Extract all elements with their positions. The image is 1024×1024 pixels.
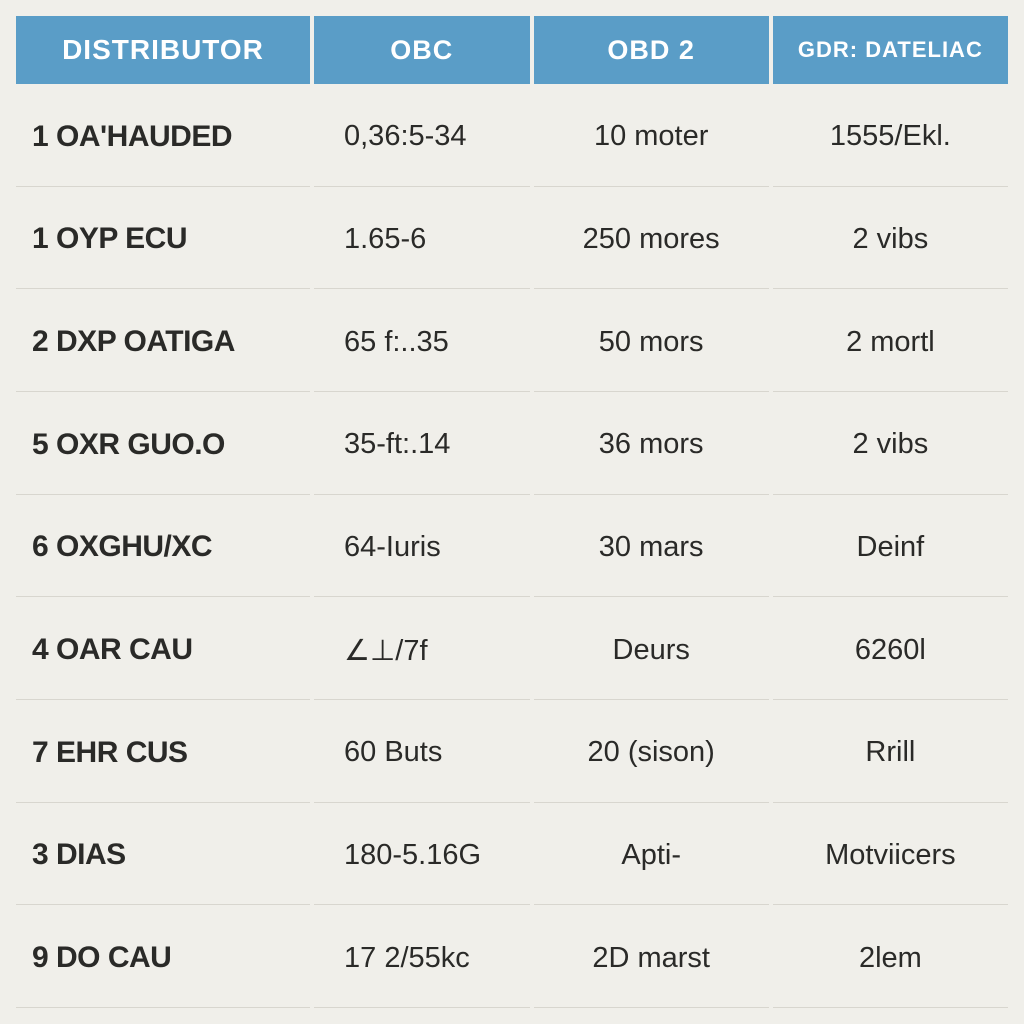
cell-obd2: Deurs [534, 601, 769, 700]
cell-distributor: 1 OA'HAUDED [16, 88, 310, 187]
cell-obd2: 20 (sison) [534, 704, 769, 803]
cell-distributor: 4 OAR CAU [16, 601, 310, 700]
table-row: 1 OYP ECU 1.65-6 250 mores 2 vibs [16, 191, 1008, 290]
table-row: 3 DIAS 180-5.16G Apti- Motviicers [16, 807, 1008, 906]
cell-obc: 180-5.16G [314, 807, 530, 906]
header-gdr: GDR: DATELIAC [773, 16, 1008, 84]
table-row: 1 OA'HAUDED 0,36:5-34 10 moter 1555/Ekl. [16, 88, 1008, 187]
cell-gdr: 2lem [773, 909, 1008, 1008]
cell-obd2: 10 moter [534, 88, 769, 187]
table-row: 9 DO CAU 17 2/55kc 2D marst 2lem [16, 909, 1008, 1008]
cell-gdr: 2 vibs [773, 191, 1008, 290]
cell-obc: 17 2/55kc [314, 909, 530, 1008]
cell-gdr: Motviicers [773, 807, 1008, 906]
cell-gdr: 1555/Ekl. [773, 88, 1008, 187]
cell-obd2: 30 mars [534, 499, 769, 598]
cell-gdr: 2 mortl [773, 293, 1008, 392]
cell-gdr: 6260l [773, 601, 1008, 700]
header-distributor: DISTRIBUTOR [16, 16, 310, 84]
cell-obc: 64-Iuris [314, 499, 530, 598]
cell-gdr: Rrill [773, 704, 1008, 803]
cell-obc: ∠⊥/7f [314, 601, 530, 700]
cell-obd2: Apti- [534, 807, 769, 906]
cell-obc: 0,36:5-34 [314, 88, 530, 187]
table-row: 5 OXR GUO.O 35-ft:.14 36 mors 2 vibs [16, 396, 1008, 495]
cell-distributor: 9 DO CAU [16, 909, 310, 1008]
cell-gdr: 2 vibs [773, 396, 1008, 495]
cell-obd2: 250 mores [534, 191, 769, 290]
cell-obc: 35-ft:.14 [314, 396, 530, 495]
cell-obd2: 50 mors [534, 293, 769, 392]
cell-distributor: 2 DXP OATIGA [16, 293, 310, 392]
table-row: 6 OXGHU/XC 64-Iuris 30 mars Deinf [16, 499, 1008, 598]
cell-obd2: 2D marst [534, 909, 769, 1008]
cell-distributor: 6 OXGHU/XC [16, 499, 310, 598]
header-row: DISTRIBUTOR OBC OBD 2 GDR: DATELIAC [16, 16, 1008, 84]
cell-distributor: 7 EHR CUS [16, 704, 310, 803]
cell-gdr: Deinf [773, 499, 1008, 598]
cell-distributor: 3 DIAS [16, 807, 310, 906]
cell-obc: 1.65-6 [314, 191, 530, 290]
table-row: 7 EHR CUS 60 Buts 20 (sison) Rrill [16, 704, 1008, 803]
table-row: 2 DXP OATIGA 65 f:..35 50 mors 2 mortl [16, 293, 1008, 392]
cell-obc: 65 f:..35 [314, 293, 530, 392]
data-table: DISTRIBUTOR OBC OBD 2 GDR: DATELIAC 1 OA… [12, 12, 1012, 1012]
header-obc: OBC [314, 16, 530, 84]
cell-obc: 60 Buts [314, 704, 530, 803]
table-row: 4 OAR CAU ∠⊥/7f Deurs 6260l [16, 601, 1008, 700]
cell-distributor: 1 OYP ECU [16, 191, 310, 290]
header-obd2: OBD 2 [534, 16, 769, 84]
cell-distributor: 5 OXR GUO.O [16, 396, 310, 495]
cell-obd2: 36 mors [534, 396, 769, 495]
